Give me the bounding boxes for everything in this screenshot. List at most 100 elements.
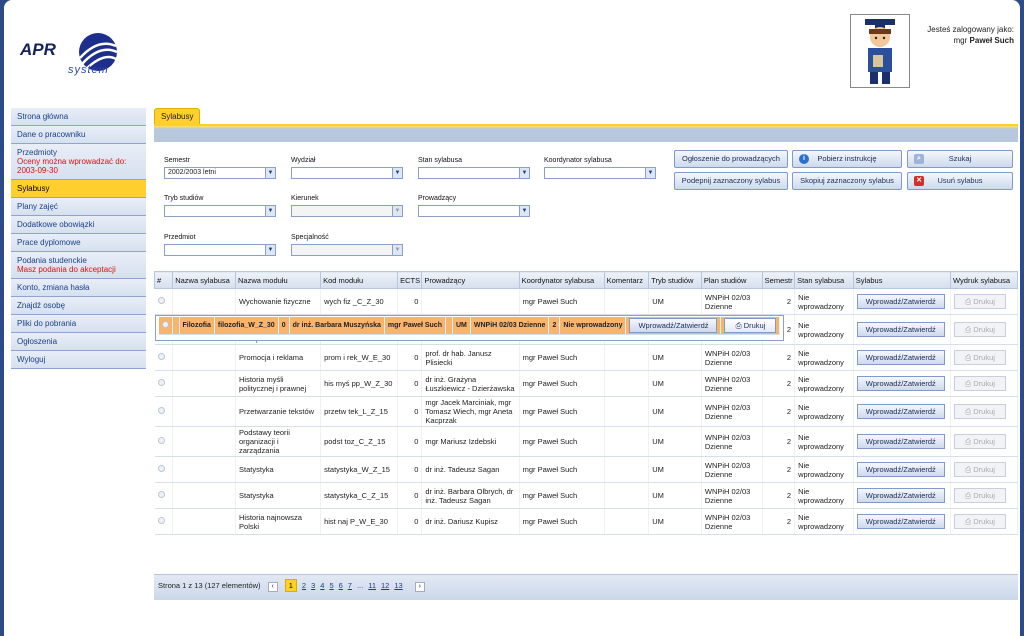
column-header[interactable]: ECTS [397,271,423,289]
row-radio[interactable] [157,353,165,360]
przedmiot-select[interactable]: ▼ [164,244,276,256]
column-header[interactable]: Nazwa modułu [235,271,322,289]
row-radio[interactable] [157,437,165,444]
tab-sylabusy[interactable]: Sylabusy [154,108,201,124]
table-row[interactable]: Statystyka statystyka_C_Z_15 0 dr inż. Barb… [154,482,1018,509]
drukuj-button[interactable]: ⎙ Drukuj [954,462,1007,477]
column-header[interactable]: Koordynator sylabusa [518,271,605,289]
page-link[interactable]: 3 [311,581,316,590]
sidebar-item-9[interactable]: Znajdź osobę [11,297,146,315]
koordynator-select[interactable]: ▼ [544,167,656,179]
next-page-icon[interactable]: › [414,582,425,592]
row-radio[interactable] [157,407,165,414]
column-header[interactable]: Semestr [761,271,796,289]
column-header[interactable]: Tryb studiów [648,271,702,289]
column-header[interactable]: # [153,271,174,289]
sidebar-item-2[interactable]: Przedmioty Oceny można wprowadzać do: 200… [11,144,146,180]
drukuj-button[interactable]: ⎙ Drukuj [954,488,1007,503]
page-link[interactable]: 5 [329,581,334,590]
column-header[interactable]: Prowadzący [421,271,520,289]
table-row[interactable]: Promocja i reklama prom i rek_W_E_30 0 prof… [154,344,1018,371]
semestr-select[interactable]: 2002/2003 letni ▼ [164,167,276,179]
wprowadz-zatwierdz-button[interactable]: Wprowadź/Zatwierdź [629,318,718,333]
cell-komentarz [604,426,650,457]
wprowadz-zatwierdz-button[interactable]: Wprowadź/Zatwierdź [856,322,945,337]
wprowadz-zatwierdz-button[interactable]: Wprowadź/Zatwierdź [856,434,945,449]
wprowadz-zatwierdz-button[interactable]: Wprowadź/Zatwierdź [856,462,945,477]
chevron-down-icon: ▼ [519,206,529,216]
cell-stan: Nie wprowadzony [794,426,854,457]
sidebar-item-10[interactable]: Pliki do pobrania [11,315,146,333]
cell-wydruk: ⎙ Drukuj [950,344,1018,371]
sidebar-item-7[interactable]: Podania studenckie Masz podania do akcept… [11,252,146,279]
row-radio[interactable] [157,379,165,386]
prev-page-icon[interactable]: ‹ [267,582,278,592]
column-header[interactable]: Nazwa sylabusa [172,271,237,289]
drukuj-button[interactable]: ⎙ Drukuj [954,294,1007,309]
sidebar-item-4[interactable]: Plany zajęć [11,198,146,216]
page-link[interactable]: 12 [381,581,390,590]
drukuj-button[interactable]: ⎙ Drukuj [724,318,777,333]
column-header[interactable]: Sylabus [852,271,952,289]
sidebar-item-6[interactable]: Prace dyplomowe [11,234,146,252]
row-radio[interactable] [157,491,165,498]
column-header[interactable]: Wydruk sylabusa [950,271,1018,289]
wprowadz-zatwierdz-button[interactable]: Wprowadź/Zatwierdź [856,376,945,391]
usun-button[interactable]: ✕ Usuń sylabus [907,172,1013,190]
table-row[interactable]: Filozofia filozofia_W_Z_30 0 dr inż. Barbar… [154,315,785,341]
wprowadz-zatwierdz-button[interactable]: Wprowadź/Zatwierdź [856,514,945,529]
wydzial-select[interactable]: ▼ [291,167,403,179]
column-header[interactable]: Stan sylabusa [794,271,854,289]
wprowadz-zatwierdz-button[interactable]: Wprowadź/Zatwierdź [856,350,945,365]
table-row[interactable]: Statystyka statystyka_W_Z_15 0 dr inż. Tade… [154,456,1018,483]
page-link[interactable]: 11 [368,581,377,590]
row-radio[interactable] [157,297,165,304]
ogloszenie-button[interactable]: Ogłoszenie do prowadzących [674,150,788,168]
wprowadz-zatwierdz-button[interactable]: Wprowadź/Zatwierdź [856,404,945,419]
column-header[interactable]: Komentarz [603,271,650,289]
szukaj-button[interactable]: ⌕ Szukaj [907,150,1013,168]
specjalnosc-select[interactable]: ▼ [291,244,403,256]
tryb-select[interactable]: ▼ [164,205,276,217]
sidebar-item-0[interactable]: Strona główna [11,108,146,126]
skopiuj-button[interactable]: Skopiuj zaznaczony sylabus [792,172,902,190]
table-row[interactable]: Historia myśli politycznej i prawnej his … [154,370,1018,397]
table-row[interactable]: Wychowanie fizyczne wych fiz _C_Z_30 0 mgr … [154,288,1018,315]
drukuj-button[interactable]: ⎙ Drukuj [954,434,1007,449]
drukuj-button[interactable]: ⎙ Drukuj [954,322,1007,337]
sidebar-item-3[interactable]: Sylabusy [11,180,146,198]
sidebar-item-11[interactable]: Ogłoszenia [11,333,146,351]
printer-icon: ⎙ [965,437,974,446]
pobierz-instrukcje-button[interactable]: i Pobierz instrukcję [792,150,902,168]
page-link[interactable]: 7 [347,581,352,590]
page-link[interactable]: 6 [338,581,343,590]
page-link[interactable]: 4 [320,581,325,590]
drukuj-button[interactable]: ⎙ Drukuj [954,404,1007,419]
sidebar-item-5[interactable]: Dodatkowe obowiązki [11,216,146,234]
drukuj-button[interactable]: ⎙ Drukuj [954,514,1007,529]
stan-select[interactable]: ▼ [418,167,530,179]
podepnij-button[interactable]: Podepnij zaznaczony sylabus [674,172,788,190]
table-row[interactable]: Podstawy teorii organizacji i zarządzani… [154,426,1018,457]
sidebar-item-12[interactable]: Wyloguj [11,351,146,369]
page-link[interactable]: 13 [394,581,403,590]
column-header[interactable]: Plan studiów [700,271,763,289]
sidebar-item-8[interactable]: Konto, zmiana hasła [11,279,146,297]
prowadzacy-select[interactable]: ▼ [418,205,530,217]
sidebar-item-1[interactable]: Dane o pracowniku [11,126,146,144]
page-link[interactable]: 2 [301,581,307,590]
wprowadz-zatwierdz-button[interactable]: Wprowadź/Zatwierdź [856,488,945,503]
row-radio[interactable] [161,320,169,328]
drukuj-button[interactable]: ⎙ Drukuj [954,350,1007,365]
column-header[interactable]: Kod modułu [320,271,399,289]
kierunek-select[interactable]: ▼ [291,205,403,217]
cell-modul: Historia najnowsza Polski [235,508,322,535]
wprowadz-zatwierdz-button[interactable]: Wprowadź/Zatwierdź [856,294,945,309]
drukuj-button[interactable]: ⎙ Drukuj [954,376,1007,391]
row-radio[interactable] [157,517,165,524]
table-row[interactable]: Przetwarzanie tekstów przetw tek_L_Z_15 0 m… [154,396,1018,427]
table-row[interactable]: Historia najnowsza Polski hist naj P_W_E_… [154,508,1018,535]
row-radio[interactable] [157,465,165,472]
page-link[interactable]: 1 [284,579,297,592]
cell-prowadzacy: dr inż. Dariusz Kupisz [421,508,520,535]
